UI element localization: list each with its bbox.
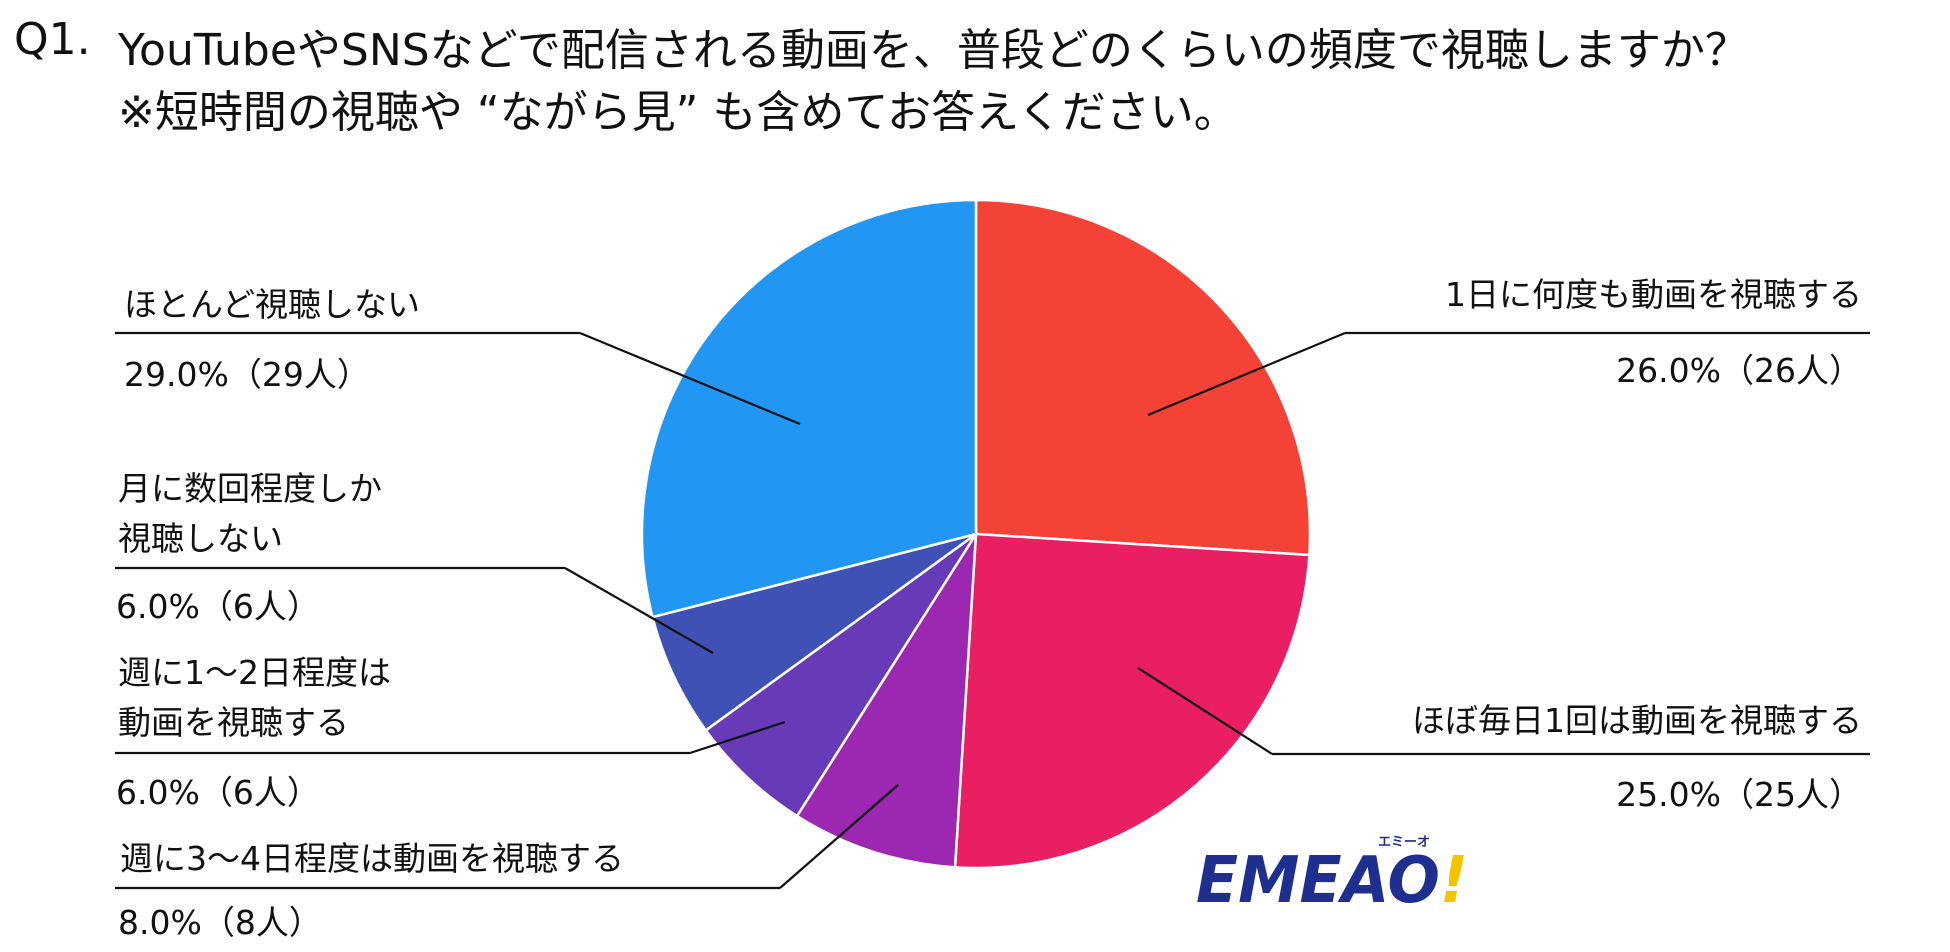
label-s3-category-line1: 週に1〜2日程度は bbox=[118, 653, 391, 692]
label-s4-category-line1: 月に数回程度しか bbox=[118, 469, 382, 508]
pie-slice-0 bbox=[974, 198, 1312, 557]
pie-slice-5 bbox=[640, 198, 978, 619]
label-s2-category: 週に3〜4日程度は動画を視聴する bbox=[120, 839, 624, 878]
question-title: YouTubeやSNSなどで配信される動画を、普段どのくらいの頻度で視聴しますか… bbox=[118, 25, 1749, 76]
leader-s3 bbox=[689, 720, 786, 755]
leader-s0 bbox=[1147, 331, 1346, 417]
label-s2-value: 8.0%（8人） bbox=[118, 903, 322, 942]
pie-slice-3 bbox=[704, 532, 978, 818]
leader-s2 bbox=[779, 784, 899, 889]
label-s0-value: 26.0%（26人） bbox=[1616, 351, 1862, 390]
label-s1-category: ほぼ毎日1回は動画を視聴する bbox=[1412, 701, 1862, 740]
logo-subtext: エミーオ bbox=[1378, 835, 1430, 850]
logo-text: EMEAO! bbox=[1196, 844, 1468, 918]
label-s5-category: ほとんど視聴しない bbox=[124, 285, 421, 324]
leader-s5 bbox=[579, 331, 801, 426]
label-s0-category: 1日に何度も動画を視聴する bbox=[1445, 275, 1862, 314]
emeao-logo: エミーオ EMEAO! bbox=[1196, 835, 1468, 918]
leader-s4 bbox=[564, 567, 714, 654]
pie-slice-2 bbox=[795, 533, 978, 869]
label-s1-value: 25.0%（25人） bbox=[1616, 775, 1862, 814]
leader-s1 bbox=[1137, 667, 1273, 755]
label-s3-category-line2: 動画を視聴する bbox=[118, 703, 349, 742]
logo-exclamation: ! bbox=[1440, 844, 1468, 918]
logo-main-letters: EMEAO bbox=[1196, 844, 1440, 918]
question-note: ※短時間の視聴や “ながら見” も含めてお答えください。 bbox=[118, 87, 1238, 138]
pie-slice-1 bbox=[953, 532, 1311, 870]
label-s4-category-line2: 視聴しない bbox=[118, 519, 283, 558]
label-s3-value: 6.0%（6人） bbox=[116, 773, 320, 812]
label-s5-value: 29.0%（29人） bbox=[124, 355, 370, 394]
label-s4-value: 6.0%（6人） bbox=[116, 587, 320, 626]
question-number: Q1. bbox=[14, 14, 91, 65]
